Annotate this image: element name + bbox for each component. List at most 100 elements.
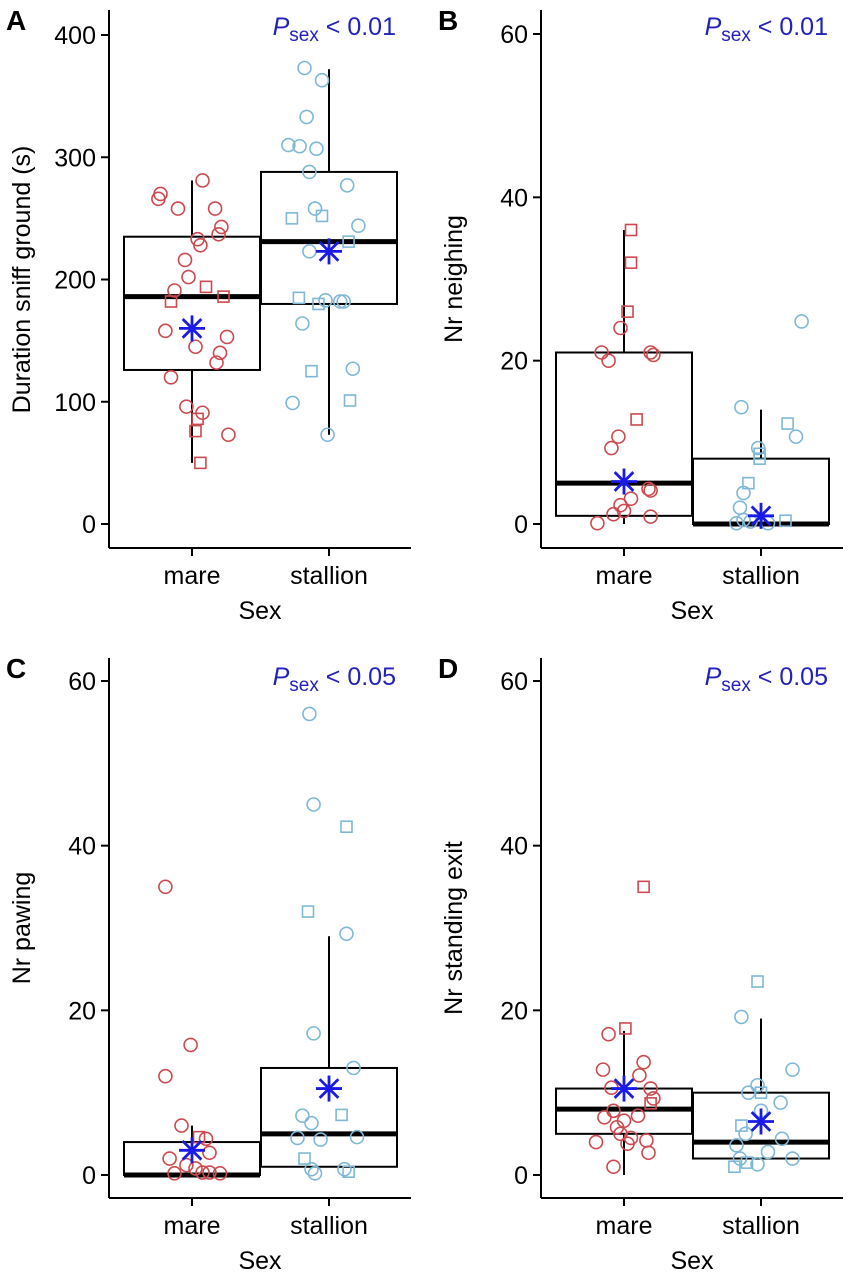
p-threshold: < 0.05 <box>751 663 828 691</box>
data-point-circle <box>198 1131 214 1147</box>
data-point-square <box>735 1119 748 1132</box>
data-point-circle <box>304 1161 319 1177</box>
mean-stroke <box>750 505 772 527</box>
data-point-circle <box>349 1129 365 1145</box>
data-point-square <box>619 1022 632 1035</box>
data-point-square <box>335 1108 348 1122</box>
y-tick-label: 0 <box>82 511 96 539</box>
x-tick-label-stallion: stallion <box>290 562 368 590</box>
data-point-circle <box>167 1166 182 1181</box>
data-point-circle <box>623 491 639 506</box>
p-threshold: < 0.05 <box>319 663 396 691</box>
data-point-square <box>315 209 329 223</box>
data-point-circle <box>750 1077 765 1093</box>
data-point-circle <box>606 1159 621 1175</box>
data-point-circle <box>302 244 317 259</box>
series-mare <box>123 173 261 470</box>
y-tick-label: 200 <box>54 267 96 295</box>
data-point-circle <box>214 219 229 235</box>
data-point-circle <box>620 1136 635 1152</box>
mean-stroke <box>181 1139 203 1161</box>
data-point-square <box>637 880 650 894</box>
data-point-circle <box>295 1108 310 1124</box>
data-point-circle <box>632 1068 647 1083</box>
y-tick-label: 0 <box>514 1162 528 1190</box>
data-point-circle <box>170 201 186 216</box>
mean-asterisk <box>316 238 342 265</box>
data-point-circle <box>313 1132 328 1147</box>
y-tick-label: 60 <box>500 668 528 696</box>
data-point-circle <box>337 1161 352 1177</box>
x-tick-label-stallion: stallion <box>722 562 800 590</box>
data-point-square <box>740 1156 754 1169</box>
mean-asterisk <box>316 1075 342 1102</box>
p-threshold: < 0.01 <box>319 13 396 41</box>
data-point-circle <box>346 1060 361 1076</box>
series-mare <box>555 880 693 1175</box>
x-tick-label-mare: mare <box>596 562 653 590</box>
data-point-circle <box>611 429 626 444</box>
data-point-circle <box>179 1157 194 1173</box>
data-point-circle <box>188 1161 203 1176</box>
data-point-square <box>312 297 325 311</box>
y-tick-label: 0 <box>82 1162 96 1190</box>
p-subscript: sex <box>721 25 751 46</box>
data-point-circle <box>177 252 193 268</box>
data-point-circle <box>158 323 173 339</box>
data-point-circle <box>636 1054 651 1070</box>
data-point-circle <box>158 879 173 895</box>
data-point-circle <box>736 512 751 528</box>
data-point-circle <box>307 1166 323 1181</box>
series-mare <box>555 223 693 531</box>
data-point-circle <box>183 1037 198 1053</box>
data-point-circle <box>207 201 223 216</box>
data-point-circle <box>336 294 352 309</box>
p-threshold: < 0.01 <box>751 13 828 41</box>
data-point-circle <box>193 237 208 253</box>
mean-stroke <box>181 318 203 339</box>
data-point-square <box>217 290 230 303</box>
data-point-circle <box>760 1144 776 1160</box>
y-tick-label: 20 <box>68 997 96 1025</box>
p-symbol: P <box>705 13 722 41</box>
data-point-circle <box>179 399 194 414</box>
data-point-circle <box>630 1108 646 1124</box>
panel-letter: D <box>438 653 458 684</box>
data-point-circle <box>320 427 335 443</box>
data-point-circle <box>307 201 323 216</box>
x-tick-label-mare: mare <box>164 1212 221 1240</box>
data-point-circle <box>181 269 196 285</box>
p-symbol: P <box>273 13 290 41</box>
data-point-square <box>624 256 638 269</box>
data-point-circle <box>345 361 361 377</box>
y-tick-label: 300 <box>54 144 96 172</box>
data-point-circle <box>788 429 804 444</box>
data-point-circle <box>221 427 236 443</box>
p-symbol: P <box>705 663 722 691</box>
panel-a: 0 100 200 300 400 mare stallion Sex Duration sni… <box>6 5 411 625</box>
data-point-circle <box>729 515 744 531</box>
data-point-circle <box>601 353 616 368</box>
panel-b: 0 20 40 60 mare stallion Sex Nr neighing B Psex <… <box>438 5 843 625</box>
x-tick-label-mare: mare <box>596 1212 653 1240</box>
data-point-square <box>779 514 792 528</box>
x-axis-title: Sex <box>670 1247 714 1275</box>
p-value-label: Psex < 0.05 <box>705 663 828 696</box>
data-point-square <box>754 1086 768 1099</box>
mean-stroke <box>750 1111 772 1132</box>
data-point-circle <box>643 345 658 360</box>
data-point-circle <box>339 178 355 193</box>
data-point-circle <box>785 1151 800 1166</box>
y-tick-label: 60 <box>500 21 528 49</box>
y-axis-title: Nr pawing <box>8 872 36 985</box>
mean-asterisk <box>748 502 774 529</box>
data-point-circle <box>174 1118 189 1133</box>
box-iqr <box>260 1066 398 1168</box>
data-point-square <box>781 417 794 430</box>
series-stallion <box>260 60 398 443</box>
data-point-circle <box>167 283 182 298</box>
data-point-circle <box>339 926 354 942</box>
data-point-circle <box>295 316 310 331</box>
data-point-circle <box>290 1130 305 1146</box>
data-point-circle <box>212 1166 228 1181</box>
